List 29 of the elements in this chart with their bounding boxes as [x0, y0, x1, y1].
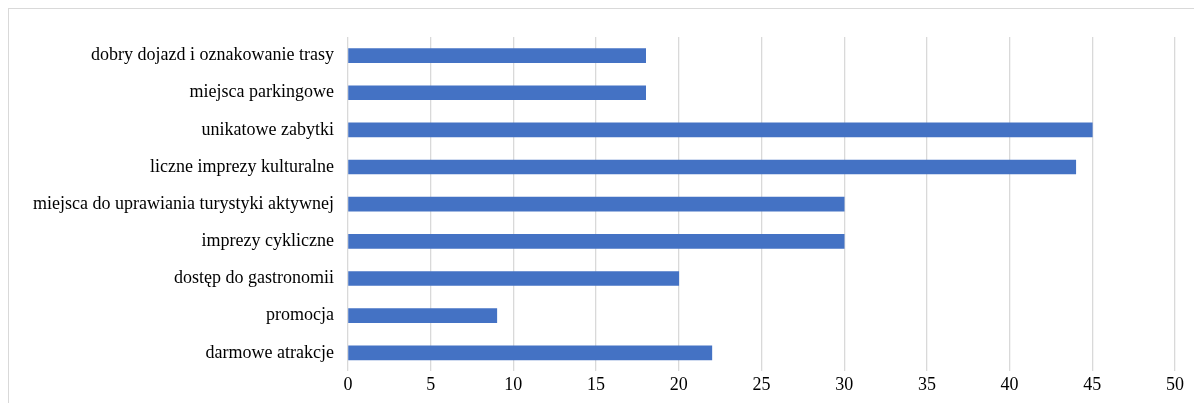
x-tick-label: 25 — [752, 373, 771, 394]
y-tick-label: liczne imprezy kulturalne — [150, 155, 334, 176]
bar — [348, 234, 845, 249]
x-tick-label: 10 — [504, 373, 523, 394]
x-tick-label: 15 — [587, 373, 606, 394]
bar — [348, 85, 646, 101]
bar — [348, 271, 680, 286]
y-tick-label: dostęp do gastronomii — [173, 267, 334, 288]
y-tick-label: promocja — [265, 304, 334, 325]
y-tick-label: dobry dojazd i oznakowanie trasy — [91, 44, 334, 65]
bar — [348, 122, 1093, 138]
y-tick-label: imprezy cykliczne — [201, 230, 334, 251]
x-tick-label: 30 — [835, 373, 854, 394]
y-tick-label: miejsca parkingowe — [189, 81, 334, 102]
bar — [348, 159, 1077, 175]
x-tick-label: 5 — [426, 373, 436, 394]
y-tick-label: miejsca do uprawiania turystyki aktywnej — [33, 192, 334, 213]
x-tick-label: 40 — [1000, 373, 1019, 394]
x-tick-label: 20 — [669, 373, 688, 394]
bar — [348, 48, 646, 63]
bar — [348, 196, 845, 212]
y-tick-label: unikatowe zabytki — [201, 118, 334, 139]
x-tick-label: 45 — [1083, 373, 1102, 394]
bar — [348, 345, 713, 361]
x-tick-label: 50 — [1166, 373, 1184, 394]
x-tick-label: 0 — [343, 373, 353, 394]
x-tick-label: 35 — [917, 373, 936, 394]
y-tick-label: darmowe atrakcje — [205, 341, 334, 362]
bar — [348, 308, 498, 323]
